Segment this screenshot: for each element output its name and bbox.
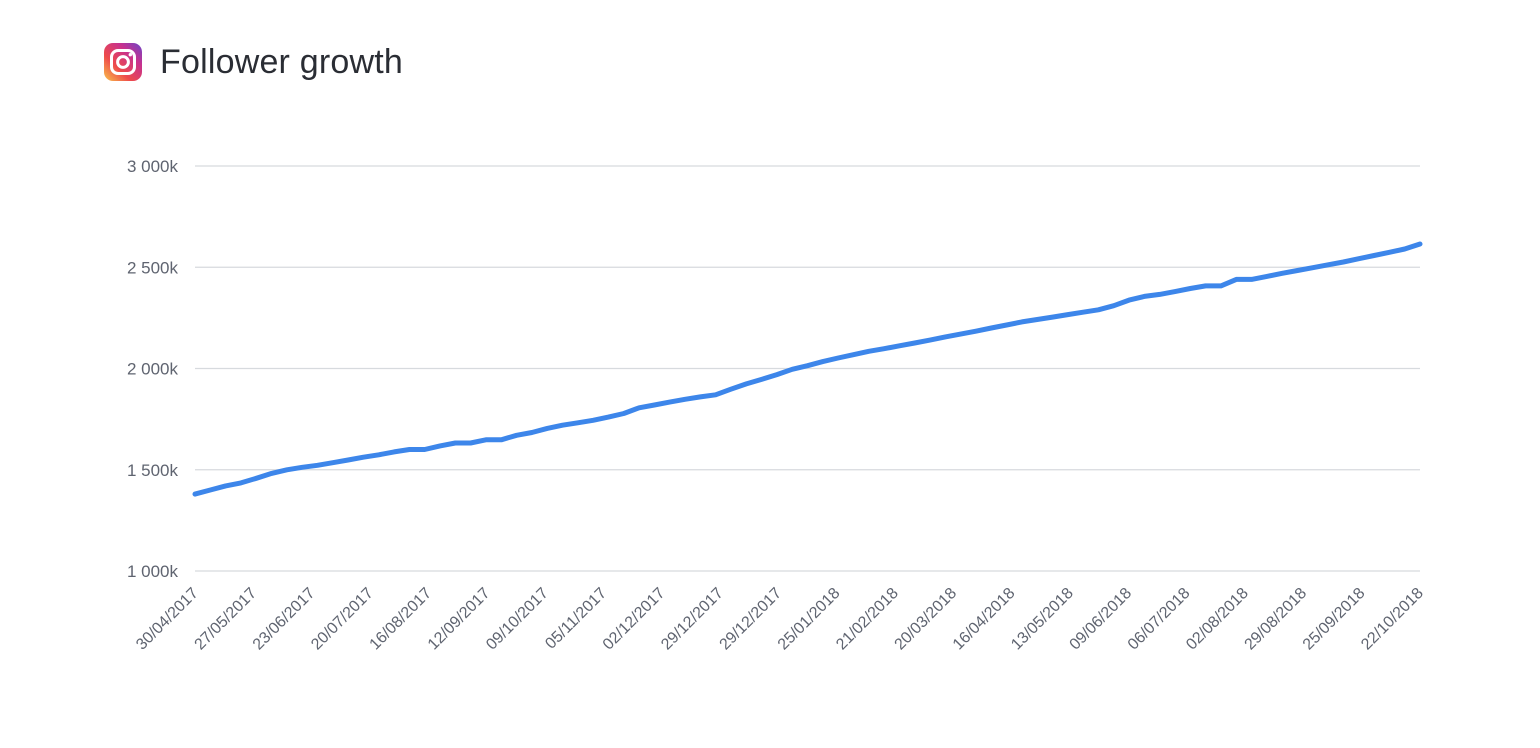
x-tick-label: 30/04/2017 — [133, 585, 202, 654]
x-tick-label: 12/09/2017 — [425, 585, 494, 654]
x-tick-label: 09/10/2017 — [483, 585, 552, 654]
x-tick-label: 29/12/2017 — [658, 585, 727, 654]
x-tick-label: 13/05/2018 — [1008, 585, 1077, 654]
x-tick-label: 06/07/2018 — [1125, 585, 1194, 654]
y-tick-label: 1 500k — [127, 461, 179, 480]
x-tick-label: 27/05/2017 — [192, 585, 261, 654]
x-tick-label: 02/12/2017 — [600, 585, 669, 654]
x-tick-label: 25/09/2018 — [1300, 585, 1369, 654]
y-tick-label: 2 000k — [127, 360, 179, 379]
x-tick-label: 20/03/2018 — [892, 585, 961, 654]
x-tick-label: 16/08/2017 — [367, 585, 436, 654]
instagram-icon — [104, 43, 142, 81]
x-tick-label: 25/01/2018 — [775, 585, 844, 654]
y-tick-label: 2 500k — [127, 258, 179, 277]
x-tick-label: 29/12/2017 — [717, 585, 786, 654]
y-tick-label: 3 000k — [127, 157, 179, 176]
grid-lines — [195, 165, 1420, 572]
x-tick-label: 29/08/2018 — [1242, 585, 1311, 654]
x-tick-label: 02/08/2018 — [1183, 585, 1252, 654]
x-tick-label: 09/06/2018 — [1067, 585, 1136, 654]
y-axis-ticks: 1 000k 1 500k 2 000k 2 500k 3 000k — [127, 157, 179, 581]
chart-title: Follower growth — [160, 43, 403, 81]
chart-header: Follower growth — [104, 40, 403, 84]
x-tick-label: 21/02/2018 — [833, 585, 902, 654]
y-tick-label: 1 000k — [127, 562, 179, 581]
x-tick-label: 23/06/2017 — [250, 585, 319, 654]
series-line — [192, 241, 1423, 497]
x-tick-label: 20/07/2017 — [308, 585, 377, 654]
x-axis-ticks: 30/04/201727/05/201723/06/201720/07/2017… — [133, 585, 1427, 654]
x-tick-label: 16/04/2018 — [950, 585, 1019, 654]
series-layer — [192, 241, 1423, 497]
x-tick-label: 22/10/2018 — [1358, 585, 1427, 654]
